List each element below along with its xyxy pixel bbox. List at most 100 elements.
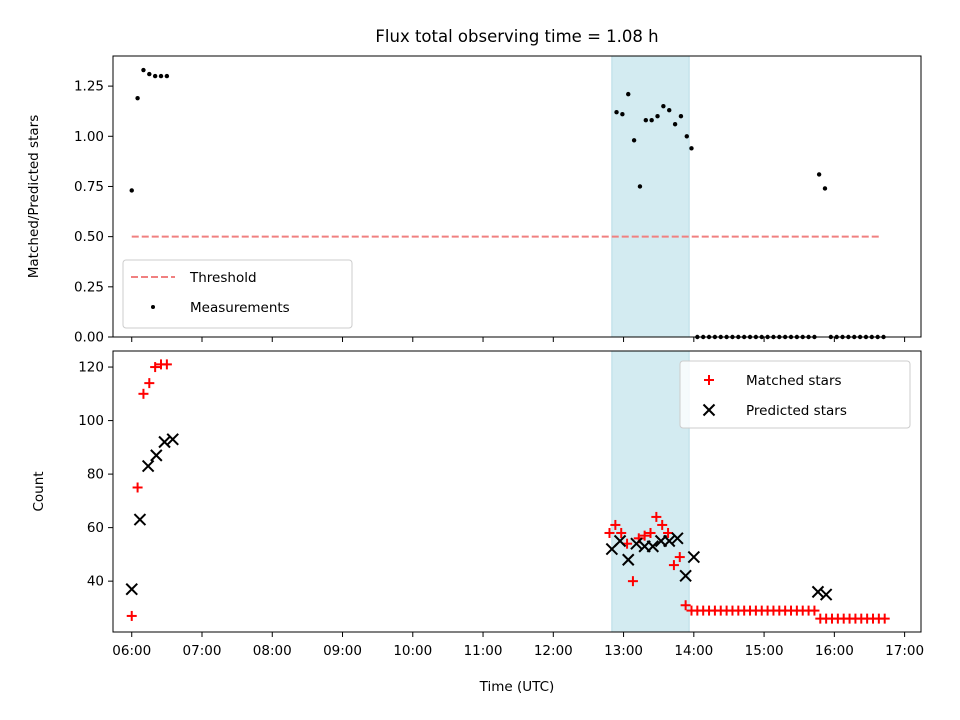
measurement-point	[655, 114, 660, 119]
matched-stars-layer	[126, 359, 890, 624]
matched-star-point	[161, 359, 172, 370]
bottom-y-tick-label: 40	[87, 574, 104, 590]
predicted-stars-layer	[125, 433, 833, 601]
matched-star-point	[668, 560, 679, 571]
top-panel: 0.00 0.25 0.50 0.75 1.00 1.25 Flux total obse…	[26, 27, 922, 346]
measurement-point	[678, 114, 684, 119]
predicted-star-point-b	[811, 585, 825, 599]
bottom-axes-frame	[112, 350, 922, 633]
measurement-point	[158, 73, 164, 79]
predicted-star-point	[671, 532, 684, 545]
measurement-point	[661, 103, 666, 109]
predicted-star-point	[613, 534, 627, 548]
matched-star-point	[604, 527, 615, 538]
measurement-point	[684, 134, 689, 139]
predicted-star-point	[663, 534, 676, 548]
predicted-star-point	[630, 537, 643, 550]
measurement-point	[152, 73, 158, 79]
matched-star-point	[879, 613, 890, 624]
measurement-point	[164, 73, 170, 79]
predicted-star-point-b	[622, 553, 635, 566]
predicted-star-point-b	[687, 550, 701, 564]
predicted-star-point-b	[679, 569, 692, 583]
x-tick-label: 16:00	[815, 643, 854, 659]
measurement-point	[614, 110, 619, 115]
measurement-point	[135, 95, 140, 101]
legend-measurements-label: Measurements	[190, 300, 290, 316]
measurement-point	[816, 172, 822, 177]
top-y-tick-label: 0.75	[74, 179, 104, 195]
predicted-star-point-b	[819, 588, 833, 601]
legend-measurements-swatch	[151, 305, 155, 309]
predicted-star-point-b	[125, 582, 138, 596]
x-tick-label: 06:00	[112, 643, 151, 659]
matched-star-point	[674, 552, 685, 563]
predicted-star-point-b	[150, 449, 163, 462]
predicted-star-point-b	[166, 433, 179, 446]
measurement-point	[129, 188, 134, 193]
bottom-y-axis-label: Count	[31, 471, 47, 511]
bottom-highlight-layer	[611, 350, 690, 633]
top-y-tick-label: 0.00	[74, 330, 104, 346]
chart-title: Flux total observing time = 1.08 h	[375, 27, 658, 46]
matched-star-point	[144, 378, 155, 389]
matched-star-point	[657, 519, 668, 530]
top-y-tick-label: 1.00	[74, 129, 104, 145]
predicted-star-point-b	[646, 540, 660, 553]
predicted-star-point-b	[671, 532, 684, 545]
matched-star-point	[610, 519, 621, 530]
top-y-tick-label: 0.25	[74, 279, 104, 295]
top-y-tick-label: 1.25	[74, 79, 104, 95]
measurement-point	[667, 107, 672, 113]
matched-star-point	[645, 527, 656, 538]
legend-matched-swatch	[704, 375, 714, 385]
legend-matched-label: Matched stars	[746, 373, 842, 389]
predicted-star-point	[141, 459, 155, 473]
legend-x-marker	[702, 403, 716, 417]
predicted-star-point	[150, 449, 163, 462]
measurement-point	[141, 67, 146, 73]
matched-star-point	[809, 605, 820, 616]
top-axes-frame	[112, 55, 922, 338]
predicted-star-point	[125, 582, 138, 596]
x-axis-label: Time (UTC)	[479, 679, 555, 695]
bottom-legend-box	[679, 360, 911, 429]
measurement-point	[822, 186, 828, 191]
bottom-y-tick-label: 60	[87, 520, 104, 536]
bottom-y-tick-label: 80	[87, 467, 104, 483]
x-tick-label: 11:00	[464, 643, 503, 659]
matched-star-point	[627, 576, 638, 587]
predicted-star-point-b	[613, 534, 627, 548]
measurement-point	[643, 118, 649, 123]
predicted-star-point	[811, 585, 825, 599]
matched-star-point	[639, 530, 650, 541]
measurement-point	[649, 118, 654, 123]
x-tick-label: 07:00	[183, 643, 222, 659]
measurement-point	[672, 122, 678, 127]
legend-predicted-label: Predicted stars	[746, 403, 847, 419]
matched-star-point	[126, 610, 137, 621]
top-legend: Threshold Measurements	[122, 259, 353, 329]
measurement-point	[147, 71, 152, 77]
measurement-point	[689, 146, 694, 151]
legend-predicted-swatch	[702, 403, 716, 417]
top-ticks-layer: 0.00 0.25 0.50 0.75 1.00 1.25	[74, 79, 906, 346]
measurement-point	[620, 112, 625, 117]
predicted-star-point	[133, 513, 147, 526]
predicted-star-point	[679, 569, 692, 583]
predicted-star-point	[166, 433, 179, 446]
matched-star-point	[651, 511, 662, 522]
top-legend-box	[122, 259, 353, 329]
predicted-star-point-b	[663, 534, 676, 548]
bottom-panel: 40 60 80 100 120 06:00 07:00 08:00 09:00 10:00 11:…	[31, 350, 924, 695]
x-tick-label: 14:00	[674, 643, 713, 659]
predicted-star-point	[646, 540, 660, 553]
x-tick-label: 15:00	[745, 643, 784, 659]
predicted-star-point-b	[141, 459, 155, 473]
top-highlight-layer	[611, 55, 690, 338]
matched-star-point	[150, 362, 161, 373]
matched-star-point	[663, 527, 674, 538]
predicted-star-point	[158, 435, 171, 449]
